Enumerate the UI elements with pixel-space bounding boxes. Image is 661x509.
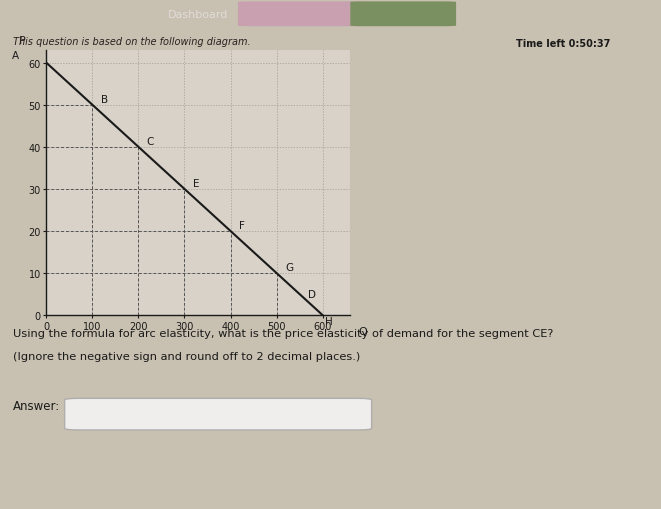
FancyBboxPatch shape — [65, 399, 371, 430]
Text: E: E — [193, 179, 200, 189]
Text: D: D — [308, 289, 316, 299]
Text: This question is based on the following diagram.: This question is based on the following … — [13, 37, 251, 47]
Text: Time left 0:50:37: Time left 0:50:37 — [516, 39, 611, 49]
Text: (Ignore the negative sign and round off to 2 decimal places.): (Ignore the negative sign and round off … — [13, 351, 360, 361]
Text: A: A — [11, 51, 19, 62]
Text: G: G — [285, 263, 293, 273]
FancyBboxPatch shape — [350, 3, 456, 27]
Text: H: H — [325, 316, 333, 326]
Text: C: C — [147, 137, 154, 147]
X-axis label: Q: Q — [358, 326, 367, 336]
Text: F: F — [239, 221, 245, 231]
Text: Dashboard: Dashboard — [168, 10, 229, 20]
Text: Using the formula for arc elasticity, what is the price elasticity of demand for: Using the formula for arc elasticity, wh… — [13, 328, 554, 338]
Text: Answer:: Answer: — [13, 400, 60, 412]
FancyBboxPatch shape — [238, 3, 364, 27]
Y-axis label: P: P — [19, 36, 25, 46]
Text: B: B — [100, 95, 108, 105]
